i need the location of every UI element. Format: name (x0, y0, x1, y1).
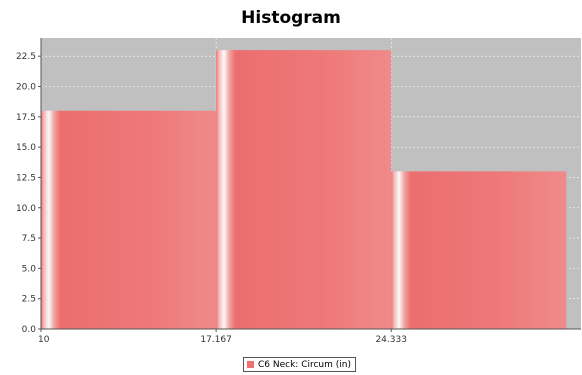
y-tick-label: 20.0 (16, 83, 36, 93)
y-tick-label: 2.5 (22, 295, 36, 305)
y-tick-label: 7.5 (22, 234, 36, 244)
x-tick-label: 17.167 (200, 335, 232, 345)
y-tick-label: 0.0 (22, 325, 37, 335)
bars (41, 50, 567, 329)
histogram-bar (41, 110, 217, 329)
y-tick-label: 5.0 (22, 264, 37, 274)
chart-title: Histogram (241, 8, 341, 28)
legend-label: C6 Neck: Circum (in) (258, 359, 351, 370)
y-tick-label: 17.5 (16, 113, 36, 123)
axes: 0.0 2.5 5.0 7.5 10.0 12.5 15.0 17.5 20.0 22.5 10 17… (16, 38, 581, 345)
x-tick-label: 10 (38, 335, 50, 345)
histogram-bar (216, 50, 392, 329)
y-tick-label: 12.5 (16, 173, 36, 183)
y-tick-label: 15.0 (16, 143, 36, 153)
legend: C6 Neck: Circum (in) (243, 357, 356, 372)
x-tick-label: 24.333 (375, 335, 407, 345)
y-tick-label: 10.0 (16, 204, 36, 214)
y-tick-label: 22.5 (16, 52, 36, 62)
legend-swatch (247, 361, 254, 368)
histogram-bar (391, 171, 567, 329)
